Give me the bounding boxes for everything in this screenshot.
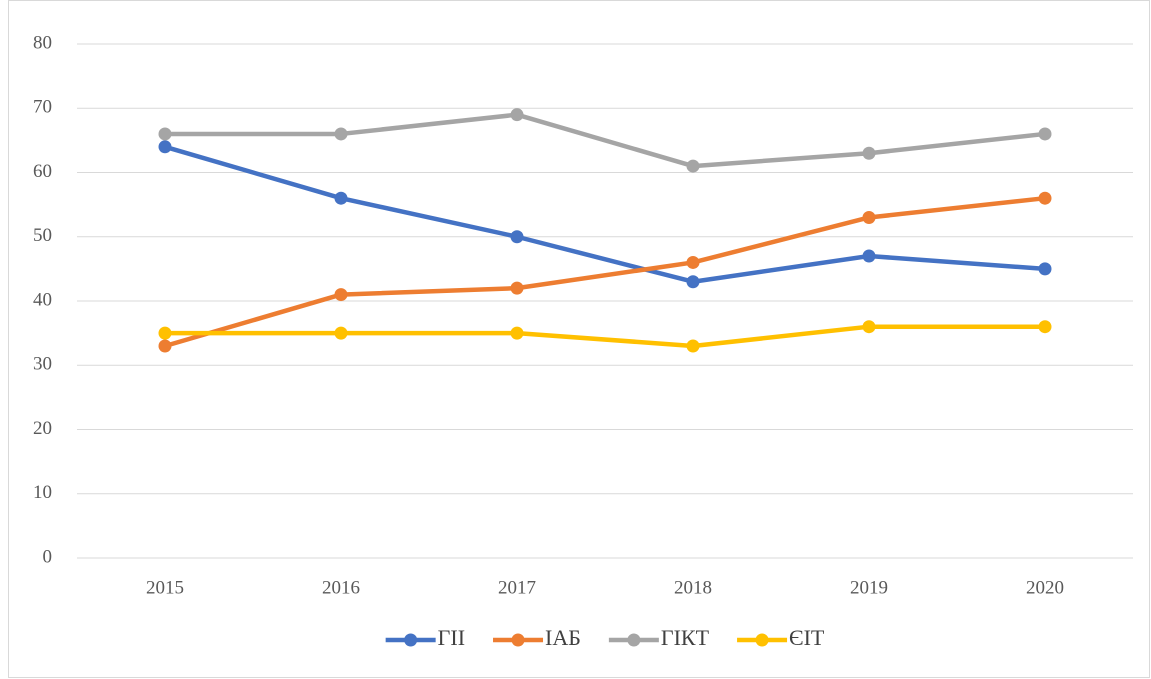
data-point: [1038, 262, 1052, 276]
series-line: [164, 144, 1046, 284]
data-point: [158, 339, 172, 353]
y-tick-label: 10: [33, 482, 52, 503]
legend-marker: [627, 633, 641, 647]
data-point: [158, 127, 172, 141]
legend-item: ЄІТ: [737, 625, 825, 650]
data-point: [686, 275, 700, 289]
series-line: [164, 195, 1046, 349]
legend-marker: [404, 633, 418, 647]
data-point: [334, 191, 348, 205]
data-point: [862, 320, 876, 334]
legend-label: ІАБ: [545, 625, 581, 650]
data-point: [1038, 127, 1052, 141]
data-point: [686, 339, 700, 353]
plot: [158, 108, 1052, 353]
grid: 0 10 20 30 40 50 60 70 80 2015 2016 2017 2018 2019 202…: [33, 32, 1133, 598]
legend-item: ГІКТ: [608, 625, 710, 650]
legend-label: ЄІТ: [789, 625, 825, 650]
y-tick-label: 50: [33, 225, 52, 246]
x-tick-label: 2019: [850, 577, 888, 598]
x-tick-label: 2016: [322, 577, 360, 598]
y-tick-label: 20: [33, 418, 52, 439]
data-point: [510, 281, 524, 295]
data-point: [862, 146, 876, 160]
series-line: [165, 324, 1045, 349]
data-point: [334, 288, 348, 302]
y-tick-label: 80: [33, 32, 52, 53]
data-point: [158, 140, 172, 154]
data-point: [510, 230, 524, 244]
data-point: [686, 159, 700, 173]
legend-label: ГІКТ: [661, 625, 710, 650]
x-tick-label: 2020: [1026, 577, 1064, 598]
y-tick-label: 40: [33, 289, 52, 310]
data-point: [1038, 191, 1052, 205]
legend-marker: [755, 633, 769, 647]
legend-marker: [511, 633, 525, 647]
x-tick-label: 2018: [674, 577, 712, 598]
series-line: [165, 112, 1046, 169]
data-point: [158, 326, 172, 340]
y-tick-label: 60: [33, 161, 52, 182]
data-point: [334, 127, 348, 141]
data-point: [510, 326, 524, 340]
data-point: [334, 326, 348, 340]
y-tick-label: 30: [33, 354, 52, 375]
legend: ГІІ ІАБ ГІКТ ЄІТ: [385, 625, 825, 650]
data-point: [862, 210, 876, 224]
data-point: [686, 255, 700, 269]
x-tick-label: 2017: [498, 577, 536, 598]
legend-label: ГІІ: [438, 625, 465, 650]
x-tick-label: 2015: [146, 577, 184, 598]
legend-item: ІАБ: [493, 625, 581, 650]
data-point: [1038, 320, 1052, 334]
data-point: [510, 108, 524, 122]
data-point: [862, 249, 876, 263]
legend-item: ГІІ: [385, 625, 465, 650]
y-tick-label: 70: [33, 97, 52, 118]
y-tick-label: 0: [43, 546, 53, 567]
